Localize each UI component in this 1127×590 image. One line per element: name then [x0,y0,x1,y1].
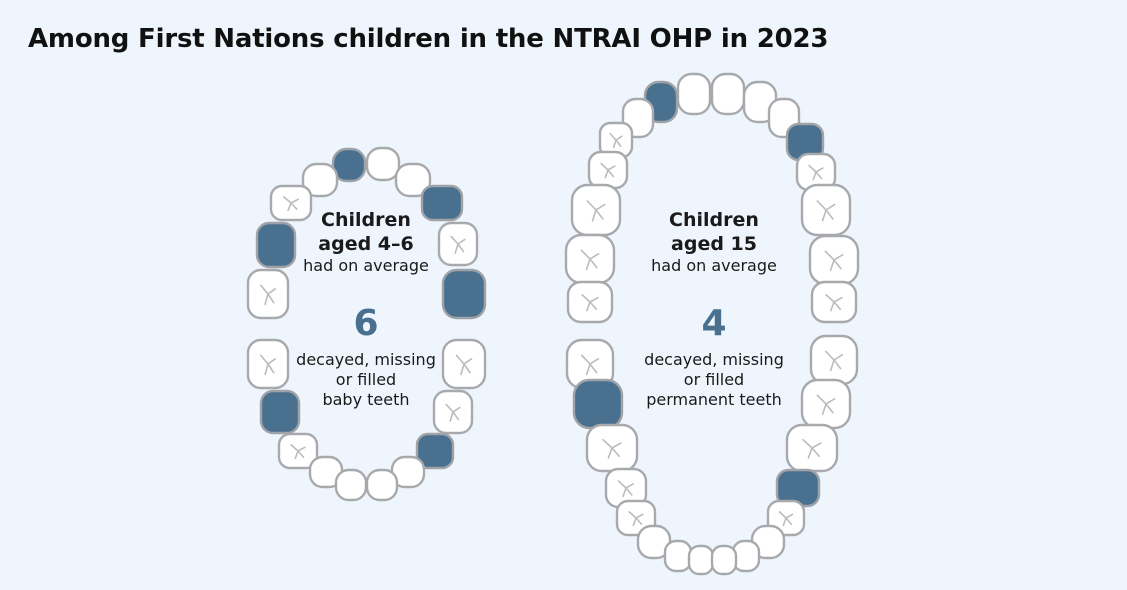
decayed-tooth [331,147,367,183]
panel-description-3: permanent teeth [646,390,782,409]
baby-teeth-jaw [246,146,487,502]
panel-heading-age: aged 15 [671,233,757,255]
tooth [785,423,839,473]
tooth [246,268,290,320]
tooth [246,338,290,390]
tooth [394,162,432,198]
tooth [809,334,859,386]
panel-heading: Children [669,209,759,231]
tooth [334,468,368,502]
panel-permanent-teeth: Children aged 15 had on average 4 decaye… [624,208,804,410]
panel-description-1: decayed, missing [296,350,436,369]
tooth [277,432,319,470]
tooth [566,280,614,324]
tooth [800,183,852,237]
panel-description-3: baby teeth [322,390,410,409]
tooth [365,468,399,502]
panel-heading-age: aged 4–6 [318,233,414,255]
panel-description-2: or filled [683,370,745,389]
tooth [808,234,860,286]
tooth [432,389,474,435]
tooth [810,280,858,324]
decayed-tooth [441,268,487,320]
tooth [710,544,738,576]
panel-baby-teeth: Children aged 4–6 had on average 6 decay… [276,208,456,410]
panel-description-1: decayed, missing [644,350,784,369]
decayed-tooth [572,378,624,430]
tooth [269,184,313,222]
tooth [676,72,712,116]
tooth [441,338,487,390]
tooth [365,146,401,182]
decayed-tooth [420,184,464,222]
average-value: 4 [701,303,727,344]
tooth [301,162,339,198]
tooth [437,221,479,267]
decayed-tooth [255,221,297,269]
tooth [564,233,616,285]
decayed-tooth [415,432,455,470]
permanent-teeth-jaw [564,72,860,576]
panel-heading: Children [321,209,411,231]
tooth [585,423,639,473]
panel-subheading: had on average [651,256,777,275]
panel-subheading: had on average [303,256,429,275]
tooth [800,378,852,430]
panel-description-2: or filled [335,370,397,389]
average-value: 6 [353,303,379,344]
page-title: Among First Nations children in the NTRA… [28,24,829,54]
tooth [710,72,746,116]
tooth [587,150,629,190]
tooth [570,183,622,237]
tooth [663,539,693,573]
decayed-tooth [259,389,301,435]
tooth [687,544,715,576]
